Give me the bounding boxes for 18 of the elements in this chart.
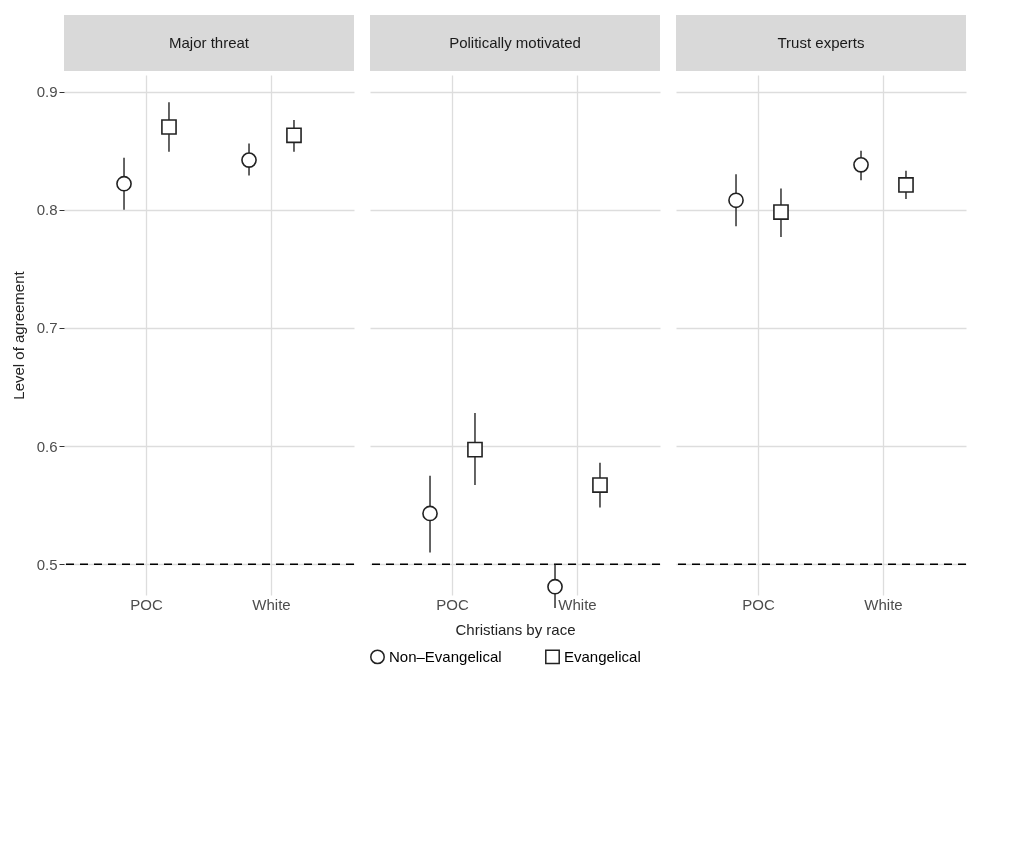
x-tick-label: White <box>864 595 903 613</box>
y-tick-label: 0.7 <box>36 319 58 337</box>
legend-label: Non–Evangelical <box>389 647 502 665</box>
y-axis-title: Level of agreement <box>9 270 27 400</box>
x-tick-label: POC <box>436 595 469 613</box>
x-tick-label: POC <box>742 595 775 613</box>
legend-label: Evangelical <box>564 647 641 665</box>
x-tick-label: White <box>558 595 597 613</box>
x-axis-title: Christians by race <box>455 620 576 638</box>
y-tick-label: 0.9 <box>36 83 58 101</box>
y-tick-label: 0.6 <box>36 437 58 455</box>
chart-title: Major threat <box>168 34 250 51</box>
x-tick-label: White <box>252 595 291 613</box>
y-tick-label: 0.8 <box>36 201 58 219</box>
y-tick-label: 0.5 <box>36 555 58 573</box>
chart-title: Trust experts <box>777 34 865 51</box>
chart-title: Politically motivated <box>449 34 581 51</box>
x-tick-label: POC <box>130 595 163 613</box>
